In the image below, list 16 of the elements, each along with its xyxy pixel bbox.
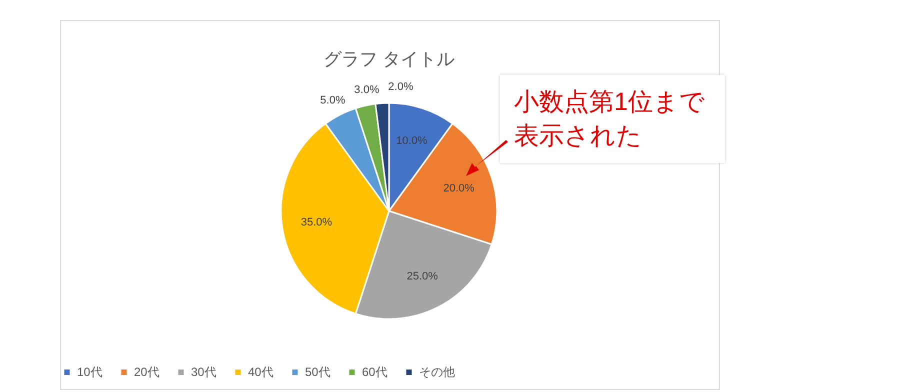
data-label: 10.0% <box>396 135 428 148</box>
text: 小数点第1位まで表示された <box>500 75 725 163</box>
data-label: 2.0% <box>388 81 414 94</box>
data-label: 35.0% <box>300 216 332 228</box>
data-label: 25.0% <box>406 270 438 282</box>
legend-label: 40代 <box>248 365 274 380</box>
data-label: 3.0% <box>354 84 380 96</box>
data-label: 20.0% <box>443 182 475 194</box>
data-label: 5.0% <box>320 94 346 107</box>
legend-label: 60代 <box>362 365 388 380</box>
legend-label: 20代 <box>134 365 160 380</box>
legend-label: 30代 <box>191 365 216 380</box>
legend-label: その他 <box>419 365 455 380</box>
legend-label: 50代 <box>305 365 330 380</box>
chart-title: グラフ タイトル <box>323 49 455 69</box>
legend-label: 10代 <box>77 365 102 380</box>
